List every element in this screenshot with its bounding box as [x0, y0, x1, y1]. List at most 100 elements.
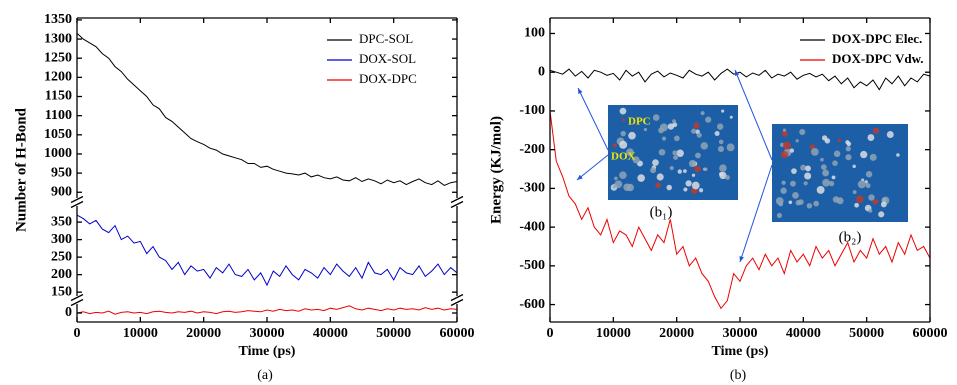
inset-atom	[873, 200, 878, 205]
y-tick-label: 300	[51, 232, 72, 247]
inset-atom	[653, 114, 660, 121]
legend-label: DPC-SOL	[359, 31, 413, 46]
inset-atom	[673, 155, 678, 160]
inset-atom	[717, 123, 723, 129]
x-tick-label: 50000	[376, 326, 411, 341]
y-tick-label: -500	[519, 258, 545, 273]
arrow	[735, 70, 772, 160]
inset-atom	[805, 165, 811, 171]
inset-atom	[622, 118, 625, 121]
inset-atom	[868, 209, 872, 213]
panel-caption: (b)	[730, 368, 747, 383]
annotation: (b₂)	[839, 229, 862, 245]
arrow-head	[740, 256, 744, 262]
inset-atom	[668, 123, 674, 129]
inset-atom	[780, 188, 786, 194]
inset-atom	[623, 184, 630, 191]
inset-atom	[725, 175, 730, 180]
inset-atom	[683, 187, 687, 191]
inset-atom	[807, 203, 812, 208]
inset-atom	[845, 154, 851, 160]
y-tick-label: -300	[519, 181, 545, 196]
inset-atom	[674, 135, 680, 141]
inset-atom	[829, 181, 834, 186]
inset-atom	[650, 167, 656, 173]
inset-atom	[619, 171, 627, 179]
inset-atom	[701, 111, 705, 115]
inset-atom	[701, 142, 708, 149]
inset-atom	[804, 181, 808, 185]
inset-atom	[822, 135, 827, 140]
inset-atom	[614, 177, 618, 181]
inset-atom	[838, 139, 841, 142]
x-tick-label: 30000	[250, 326, 285, 341]
x-tick-label: 60000	[913, 326, 948, 341]
inset-atom	[867, 134, 874, 141]
inset-atom	[821, 164, 827, 170]
annotation: (b₁)	[650, 204, 673, 220]
inset-atom	[619, 141, 627, 149]
inset-atom	[822, 170, 829, 177]
panel-caption: (a)	[257, 368, 273, 383]
y-tick-label: -100	[519, 103, 545, 118]
series-line	[77, 306, 457, 314]
inset-atom	[727, 143, 735, 151]
x-tick-label: 10000	[596, 326, 631, 341]
x-tick-label: 40000	[313, 326, 348, 341]
inset-atom	[672, 150, 677, 155]
inset-atom	[689, 160, 696, 167]
y-axis-label: Energy (KJ/mol)	[488, 116, 504, 224]
inset-atom	[822, 179, 830, 187]
y-tick-label: 350	[51, 214, 72, 229]
inset-atom	[813, 201, 819, 207]
x-axis-label: Time (ps)	[712, 344, 769, 359]
y-tick-label: 1150	[45, 89, 72, 104]
inset-atom	[695, 153, 701, 159]
inset-atom	[620, 108, 627, 115]
y-tick-label: -200	[519, 142, 545, 157]
inset-atom	[719, 164, 727, 172]
arrow	[577, 155, 608, 180]
inset-atom	[694, 122, 700, 128]
inset-atom	[781, 151, 788, 158]
inset-atom	[621, 131, 626, 136]
y-tick-label: -600	[519, 297, 545, 312]
inset-atom	[719, 140, 724, 145]
legend-label: DOX-DPC Vdw.	[832, 51, 924, 66]
legend-label: DOX-SOL	[359, 51, 416, 66]
inset-atom	[655, 183, 660, 188]
inset-atom	[866, 183, 871, 188]
inset-atom	[694, 166, 700, 172]
inset-atom	[783, 129, 786, 132]
series-line	[550, 69, 930, 90]
inset-atom	[697, 133, 702, 138]
inset-atom	[776, 197, 784, 205]
inset-atom	[672, 119, 676, 123]
inset-atom	[613, 143, 617, 147]
y-tick-label: 1300	[44, 31, 72, 46]
inset-atom	[783, 142, 791, 150]
y-axis-label: Number of H-Bond	[13, 107, 29, 232]
inset-atom	[860, 151, 867, 158]
inset-atom	[853, 165, 856, 168]
inset-atom	[715, 131, 720, 136]
y-tick-label: 150	[51, 284, 72, 299]
x-tick-label: 0	[547, 326, 554, 341]
arrow	[578, 88, 608, 150]
inset-atom	[833, 196, 840, 203]
inset-atom	[834, 151, 841, 158]
inset-atom	[659, 149, 666, 156]
inset-atom	[666, 185, 672, 191]
y-tick-label: 1350	[44, 12, 72, 27]
inset-atom	[705, 117, 711, 123]
y-tick-label: 1000	[44, 146, 72, 161]
x-tick-label: 50000	[849, 326, 884, 341]
inset-atom	[804, 172, 811, 179]
x-axis-label: Time (ps)	[239, 344, 296, 359]
inset-atom	[791, 168, 797, 174]
inset-atom	[614, 180, 622, 188]
inset-atom	[868, 194, 874, 200]
inset-atom	[790, 148, 794, 152]
x-tick-label: 0	[74, 326, 81, 341]
y-tick-label: 200	[51, 267, 72, 282]
